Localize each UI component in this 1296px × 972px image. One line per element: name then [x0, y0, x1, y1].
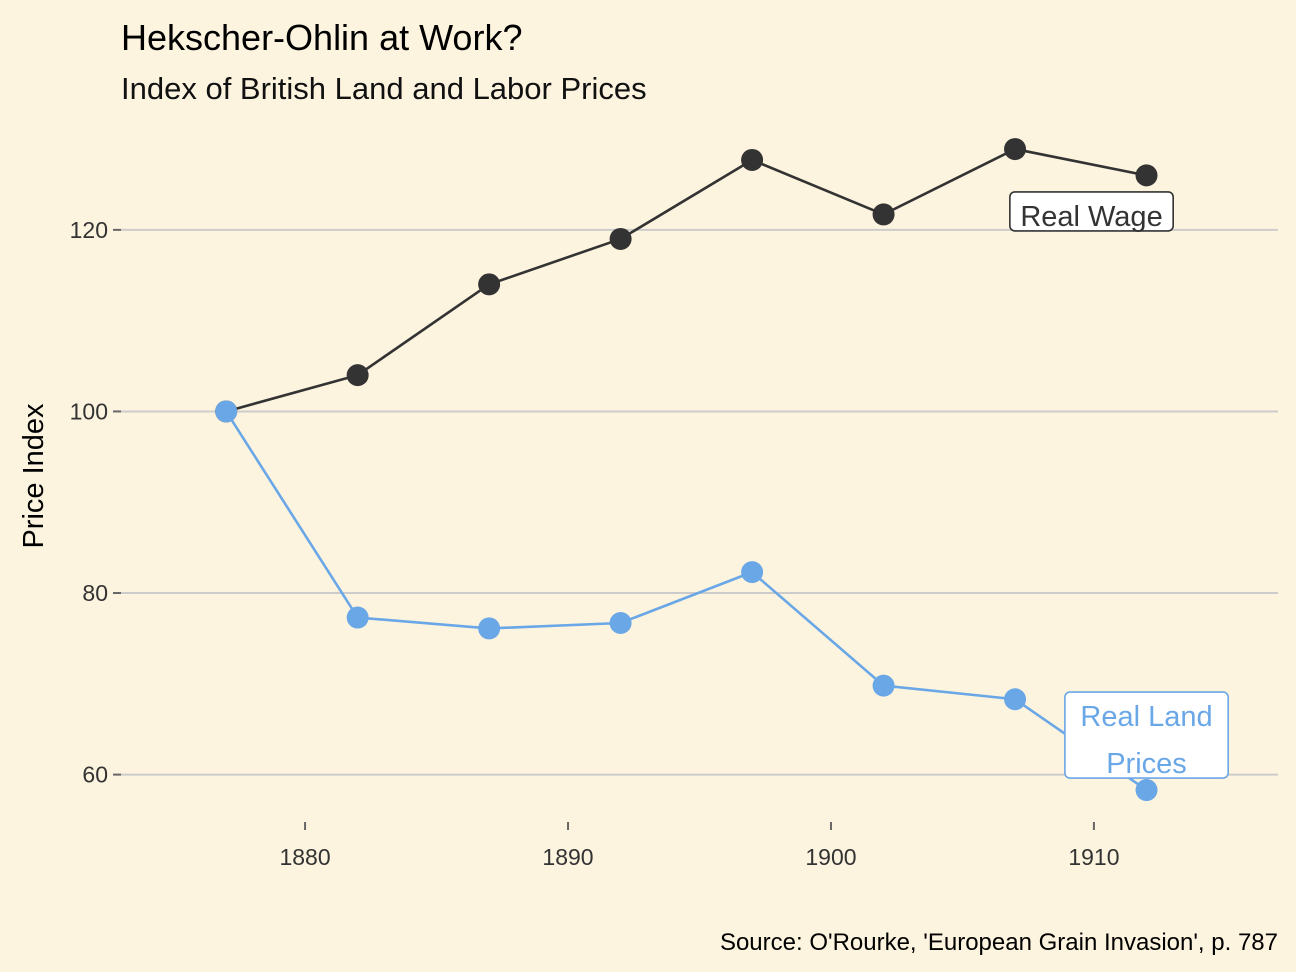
- series-layer: [215, 138, 1158, 802]
- x-tick-label: 1880: [279, 844, 330, 870]
- label-box: [1009, 191, 1174, 232]
- axis-ticks: 60 80 100 120 1880 1890 1900 1910: [70, 217, 1120, 870]
- data-point: [1004, 688, 1027, 711]
- data-point: [872, 674, 895, 697]
- chart-subtitle: Index of British Land and Labor Prices: [121, 71, 647, 106]
- y-tick-label: 120: [70, 217, 108, 243]
- data-point: [609, 611, 632, 634]
- series-line: [225, 410, 1148, 792]
- chart-title: Hekscher-Ohlin at Work?: [121, 17, 522, 58]
- data-point: [872, 203, 895, 226]
- chart-caption: Source: O'Rourke, 'European Grain Invasi…: [720, 929, 1278, 956]
- data-point: [1135, 164, 1158, 187]
- series-1: [215, 400, 1158, 802]
- data-point: [741, 148, 764, 171]
- y-axis-title: Price Index: [18, 403, 50, 549]
- data-point: [478, 273, 501, 296]
- label-text: Real Wage: [1020, 201, 1162, 233]
- label-text: Prices: [1106, 748, 1187, 780]
- data-point: [741, 561, 764, 584]
- x-tick-label: 1900: [805, 844, 856, 870]
- series-line: [225, 147, 1147, 413]
- series-labels: Real Wage Real Land Prices: [1009, 191, 1229, 780]
- data-point: [346, 364, 369, 387]
- y-tick-label: 60: [82, 762, 108, 788]
- x-tick-label: 1890: [542, 844, 593, 870]
- x-tick-label: 1910: [1068, 844, 1119, 870]
- series-label-1: Real Land Prices: [1064, 691, 1229, 780]
- data-point: [215, 400, 238, 423]
- y-tick-label: 80: [82, 580, 108, 606]
- series-label-0: Real Wage: [1009, 191, 1174, 233]
- label-box: [1064, 691, 1229, 779]
- label-text: Real Land: [1080, 701, 1212, 733]
- y-tick-label: 100: [70, 398, 108, 424]
- data-point: [609, 227, 632, 250]
- data-point: [346, 606, 369, 629]
- data-point: [1004, 138, 1027, 161]
- data-point: [1135, 779, 1158, 802]
- data-point: [478, 617, 501, 640]
